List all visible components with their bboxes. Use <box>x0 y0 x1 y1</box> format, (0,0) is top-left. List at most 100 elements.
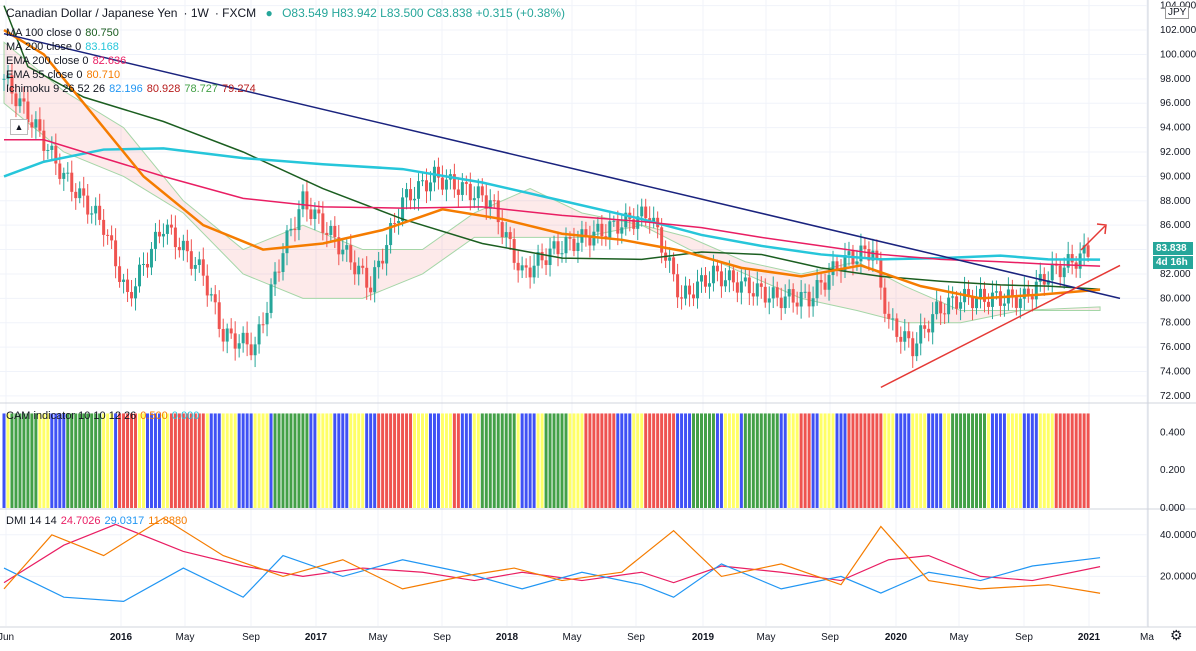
cam-bar <box>365 413 369 508</box>
candle-body <box>301 191 305 210</box>
cam-bar <box>217 413 221 508</box>
price-tick-label: 100.000 <box>1160 49 1196 60</box>
cam-bar <box>401 413 405 508</box>
legend-ema55[interactable]: EMA 55 close 0 80.710 <box>6 69 121 81</box>
candle-body <box>225 328 229 342</box>
legend-ema200[interactable]: EMA 200 close 0 82.636 <box>6 55 127 67</box>
cam-bar <box>676 413 680 508</box>
candle-body <box>652 217 656 222</box>
series-line <box>880 264 1121 389</box>
candle-body <box>82 188 86 196</box>
candle-body <box>30 122 34 128</box>
cam-bar <box>492 413 496 508</box>
candle-body <box>819 280 823 283</box>
cam-bar <box>341 413 345 508</box>
cam-bar <box>967 413 971 508</box>
cam-bar <box>723 413 727 508</box>
cam-bar <box>201 413 205 508</box>
candle-body <box>149 248 153 268</box>
cam-bar <box>98 413 102 508</box>
cam-bar <box>935 413 939 508</box>
arrow-head <box>1096 223 1107 235</box>
candle-body <box>94 205 98 214</box>
candle-body <box>269 284 273 313</box>
candle-body <box>325 232 329 235</box>
candle-body <box>317 209 321 214</box>
candle-body <box>751 293 755 297</box>
candle-body <box>532 265 536 278</box>
candle-body <box>588 237 592 246</box>
candle-body <box>70 172 74 192</box>
cam-bar <box>293 413 297 508</box>
time-tick-label: May <box>369 632 388 643</box>
symbol-name[interactable]: Canadian Dollar / Japanese Yen <box>6 6 178 20</box>
legend-ma100[interactable]: MA 100 close 0 80.750 <box>6 27 119 39</box>
gear-icon[interactable]: ⚙ <box>1170 627 1183 643</box>
cam-bar <box>508 413 512 508</box>
dmi-tick-label: 40.0000 <box>1160 530 1196 541</box>
currency-box[interactable]: JPY <box>1165 6 1190 19</box>
dmi-legend[interactable]: DMI 14 14 24.7026 29.0317 11.8880 <box>6 515 188 527</box>
cam-bar <box>369 413 373 508</box>
candle-body <box>213 294 217 303</box>
candle-body <box>524 265 528 268</box>
candle-body <box>110 235 114 241</box>
candle-body <box>1082 245 1086 254</box>
candle-body <box>795 302 799 307</box>
countdown-tag: 4d 16h <box>1153 256 1193 269</box>
time-tick-label: Sep <box>627 632 645 643</box>
collapse-legend-icon[interactable]: ▲ <box>10 119 28 135</box>
cam-bar <box>149 413 153 508</box>
cam-legend[interactable]: CAM indicator 10 10 12 26 0.500 0.000 <box>6 410 200 422</box>
time-axis[interactable]: Jun 2016 May Sep 2017 May Sep 2018 May Sep 2019 May… <box>0 632 1154 643</box>
cam-bar <box>947 413 951 508</box>
candle-body <box>452 174 456 190</box>
cam-bar <box>245 413 249 508</box>
candle-body <box>811 298 815 307</box>
candle-body <box>62 172 66 179</box>
candle-body <box>644 206 648 219</box>
time-tick-label: May <box>950 632 969 643</box>
legend-ma200[interactable]: MA 200 close 0 83.168 <box>6 41 119 53</box>
cam-bar <box>532 413 536 508</box>
interval[interactable]: 1W <box>190 6 209 20</box>
cam-bar <box>727 413 731 508</box>
pane-separators <box>0 0 1196 628</box>
candle-body <box>648 218 652 222</box>
candle-body <box>309 209 313 219</box>
legend-ichimoku[interactable]: Ichimoku 9 26 52 26 82.196 80.928 78.727 79.… <box>6 83 256 95</box>
candle-body <box>536 252 540 266</box>
cam-tick-label: 0.000 <box>1160 503 1185 514</box>
price-axis[interactable]: 72.00074.00076.00078.00080.00082.00084.0… <box>1160 1 1196 583</box>
cam-bar <box>612 413 616 508</box>
cam-bar <box>225 413 229 508</box>
cam-bar <box>807 413 811 508</box>
cam-bar <box>349 413 353 508</box>
candle-body <box>640 206 644 217</box>
cam-bar <box>373 413 377 508</box>
cam-bar <box>221 413 225 508</box>
cam-bar <box>572 413 576 508</box>
cam-bar <box>321 413 325 508</box>
cam-bar <box>1010 413 1014 508</box>
cam-bar <box>1022 413 1026 508</box>
cam-bar <box>855 413 859 508</box>
candle-body <box>951 296 955 298</box>
candle-body <box>923 325 927 329</box>
candle-body <box>428 182 432 192</box>
cam-bar <box>827 413 831 508</box>
cam-bar <box>161 413 165 508</box>
candle-body <box>711 265 715 284</box>
cam-tick-label: 0.400 <box>1160 427 1185 438</box>
candle-body <box>572 238 576 252</box>
cam-bar <box>903 413 907 508</box>
candle-body <box>500 222 504 238</box>
candle-body <box>979 288 982 298</box>
candle-body <box>986 301 990 307</box>
candle-body <box>337 237 341 255</box>
cam-bar <box>496 413 500 508</box>
cam-bar <box>409 413 413 508</box>
candle-body <box>50 145 54 150</box>
candle-body <box>632 219 636 229</box>
